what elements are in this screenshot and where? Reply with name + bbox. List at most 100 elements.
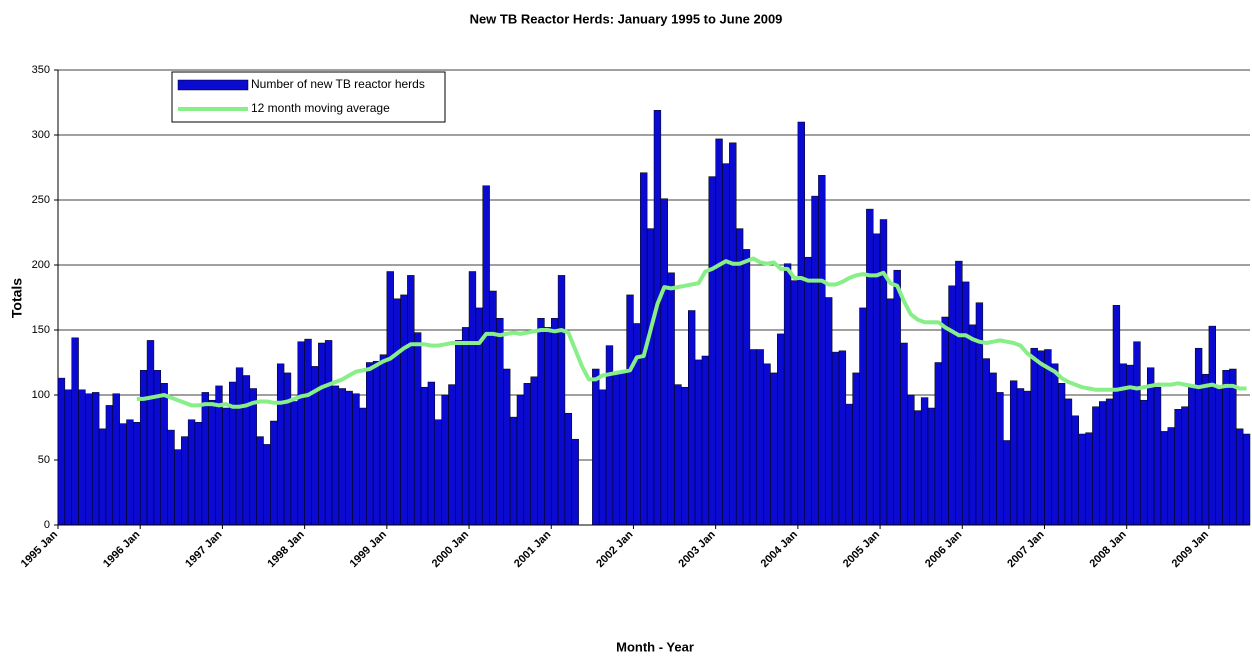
bar bbox=[619, 372, 627, 526]
bar bbox=[879, 219, 888, 526]
bar bbox=[770, 372, 778, 526]
bar bbox=[955, 260, 963, 526]
bar bbox=[235, 367, 244, 526]
bar bbox=[694, 359, 703, 526]
x-tick-label: 2009 Jan bbox=[1170, 528, 1212, 570]
x-axis-title: Month - Year bbox=[616, 639, 694, 654]
bar bbox=[859, 307, 867, 526]
bar bbox=[372, 360, 381, 526]
bar bbox=[270, 420, 278, 526]
bar bbox=[1051, 363, 1059, 526]
bar bbox=[1030, 347, 1038, 526]
bar bbox=[256, 436, 264, 526]
bar bbox=[413, 332, 422, 526]
bar bbox=[1105, 398, 1114, 526]
bar bbox=[1099, 401, 1107, 526]
x-tick-label: 1999 Jan bbox=[348, 528, 390, 570]
bar bbox=[688, 310, 696, 526]
bar bbox=[612, 373, 620, 526]
y-axis-title: Totals bbox=[9, 278, 25, 318]
bar bbox=[1153, 386, 1162, 526]
bar bbox=[352, 393, 360, 526]
bar bbox=[496, 318, 504, 526]
x-tick-label: 2003 Jan bbox=[676, 528, 718, 570]
bar bbox=[105, 405, 114, 526]
bar bbox=[194, 422, 203, 526]
bar bbox=[1229, 368, 1237, 526]
bar bbox=[420, 386, 429, 526]
bar bbox=[448, 384, 456, 526]
y-tick-label: 50 bbox=[38, 454, 50, 466]
bar bbox=[139, 370, 148, 526]
bar bbox=[1160, 431, 1169, 526]
bar bbox=[893, 269, 901, 526]
bar bbox=[804, 256, 812, 526]
bar bbox=[133, 422, 141, 526]
bar bbox=[126, 419, 134, 526]
bar bbox=[1194, 347, 1203, 526]
x-tick-label: 2001 Jan bbox=[512, 528, 554, 570]
bar bbox=[441, 394, 449, 526]
x-tick-label: 1998 Jan bbox=[265, 528, 307, 570]
legend-label: Number of new TB reactor herds bbox=[251, 77, 425, 91]
bar bbox=[1236, 428, 1244, 526]
bar bbox=[845, 403, 853, 526]
bar bbox=[482, 185, 490, 526]
x-tick-label: 2007 Jan bbox=[1005, 528, 1047, 570]
bar bbox=[831, 351, 840, 526]
bar bbox=[681, 386, 689, 526]
bar bbox=[557, 275, 566, 526]
bar bbox=[489, 290, 497, 526]
bar bbox=[160, 383, 168, 526]
bar bbox=[331, 385, 340, 526]
y-tick-label: 100 bbox=[32, 389, 50, 401]
bar bbox=[934, 362, 942, 526]
bar bbox=[1174, 409, 1182, 526]
bar bbox=[516, 394, 525, 526]
bar bbox=[735, 228, 744, 526]
bar bbox=[900, 342, 908, 526]
bar bbox=[229, 381, 237, 526]
bar bbox=[1078, 433, 1086, 526]
bar bbox=[564, 412, 573, 526]
bar bbox=[537, 318, 545, 526]
bar bbox=[742, 249, 751, 526]
bar bbox=[98, 428, 107, 526]
bar bbox=[201, 392, 209, 526]
bar bbox=[1044, 349, 1052, 526]
bar bbox=[1057, 383, 1066, 526]
bar bbox=[338, 388, 346, 526]
bar bbox=[667, 272, 675, 526]
bar bbox=[1112, 305, 1121, 526]
bar bbox=[920, 397, 929, 526]
bar bbox=[509, 416, 518, 526]
bar bbox=[872, 233, 881, 526]
bar bbox=[359, 407, 367, 526]
bar bbox=[1146, 367, 1155, 526]
bar bbox=[276, 363, 285, 526]
bar bbox=[852, 372, 860, 526]
bar bbox=[146, 340, 155, 526]
bar bbox=[379, 354, 388, 526]
bar bbox=[1181, 406, 1189, 526]
bar bbox=[1133, 341, 1141, 526]
y-tick-label: 250 bbox=[32, 194, 50, 206]
bar bbox=[886, 298, 895, 526]
bar bbox=[962, 281, 970, 526]
bar bbox=[85, 393, 93, 526]
bar bbox=[297, 341, 305, 526]
bar bbox=[324, 340, 333, 526]
x-tick-label: 2002 Jan bbox=[594, 528, 636, 570]
bar bbox=[1085, 432, 1093, 526]
bar bbox=[523, 383, 531, 526]
bar bbox=[263, 444, 271, 526]
x-tick-label: 2008 Jan bbox=[1087, 528, 1129, 570]
bar bbox=[400, 294, 408, 526]
bar bbox=[941, 316, 949, 526]
bar bbox=[866, 208, 874, 526]
bar bbox=[598, 389, 607, 526]
bar bbox=[550, 318, 559, 526]
bar bbox=[790, 280, 799, 526]
bar bbox=[242, 375, 251, 526]
